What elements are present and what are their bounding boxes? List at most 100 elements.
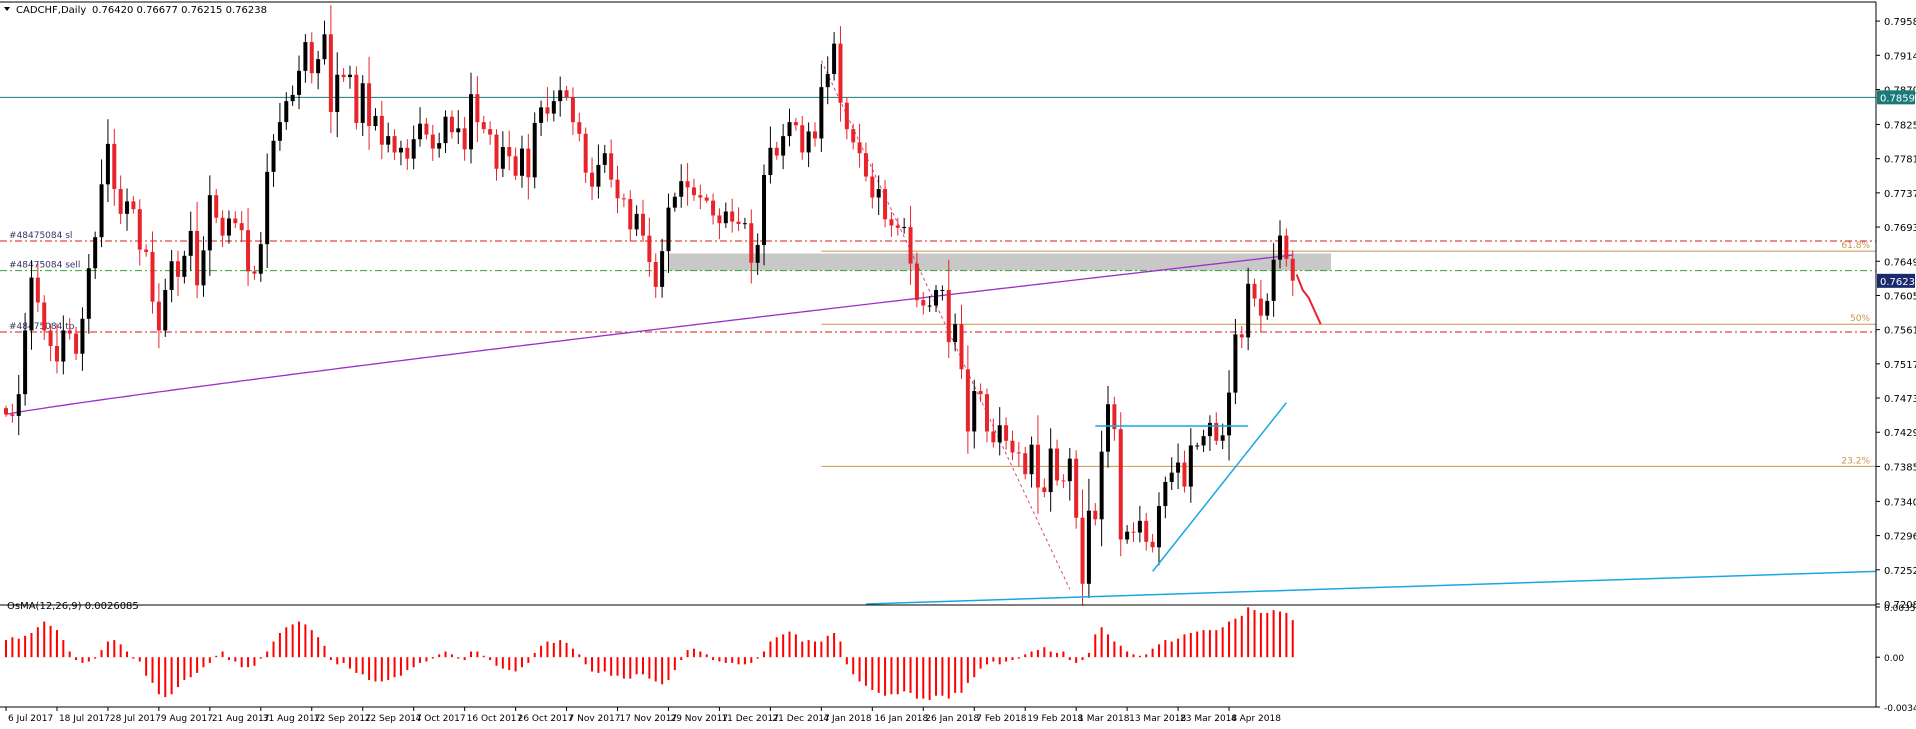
candle-body[interactable]: [1080, 517, 1085, 584]
supply-zone[interactable]: [668, 253, 1331, 271]
candle-body[interactable]: [449, 116, 454, 133]
candle-body[interactable]: [290, 94, 295, 102]
candle-body[interactable]: [1258, 298, 1263, 316]
candle-body[interactable]: [430, 134, 435, 149]
candle-body[interactable]: [946, 290, 951, 343]
candle-body[interactable]: [1220, 435, 1225, 441]
candle-body[interactable]: [1195, 445, 1200, 447]
candle-body[interactable]: [844, 102, 849, 130]
candle-body[interactable]: [832, 43, 837, 74]
candle-body[interactable]: [335, 74, 340, 113]
candle-body[interactable]: [252, 271, 257, 274]
candle-body[interactable]: [596, 164, 601, 187]
candle-body[interactable]: [1239, 334, 1244, 338]
candle-body[interactable]: [118, 188, 123, 214]
candle-body[interactable]: [717, 215, 722, 224]
candle-body[interactable]: [1176, 462, 1181, 473]
candle-body[interactable]: [347, 74, 352, 78]
candle-body[interactable]: [481, 122, 486, 130]
candle-body[interactable]: [1188, 445, 1193, 487]
candle-body[interactable]: [258, 244, 263, 274]
candle-body[interactable]: [99, 184, 104, 238]
candle-body[interactable]: [42, 302, 47, 331]
candle-body[interactable]: [628, 199, 633, 230]
candle-body[interactable]: [112, 143, 117, 189]
candle-body[interactable]: [679, 181, 684, 197]
candle-body[interactable]: [265, 171, 270, 245]
candle-body[interactable]: [48, 330, 53, 346]
candle-body[interactable]: [1246, 283, 1251, 338]
candle-body[interactable]: [418, 123, 423, 140]
candle-body[interactable]: [54, 345, 59, 362]
candle-body[interactable]: [965, 369, 970, 432]
candle-body[interactable]: [163, 290, 168, 331]
candle-body[interactable]: [1023, 453, 1028, 475]
candle-body[interactable]: [35, 277, 40, 303]
candle-body[interactable]: [838, 43, 843, 103]
candle-body[interactable]: [462, 128, 467, 150]
candle-body[interactable]: [1125, 531, 1130, 540]
candle-body[interactable]: [863, 153, 868, 177]
candle-body[interactable]: [10, 414, 15, 416]
candle-body[interactable]: [188, 230, 193, 256]
candle-body[interactable]: [424, 123, 429, 135]
candle-body[interactable]: [297, 70, 302, 95]
candle-body[interactable]: [723, 211, 728, 224]
candle-body[interactable]: [812, 131, 817, 139]
candle-body[interactable]: [800, 125, 805, 153]
price-line-box[interactable]: [1877, 90, 1915, 105]
candle-body[interactable]: [303, 42, 308, 71]
candle-body[interactable]: [1055, 448, 1060, 481]
candle-body[interactable]: [1182, 462, 1187, 487]
candle-body[interactable]: [316, 59, 321, 74]
candle-body[interactable]: [698, 195, 703, 198]
candle-body[interactable]: [927, 305, 932, 307]
candle-body[interactable]: [1163, 481, 1168, 507]
candle-body[interactable]: [991, 431, 996, 443]
moving-average-line[interactable]: [5, 254, 1293, 416]
candle-body[interactable]: [590, 172, 595, 187]
candle-body[interactable]: [354, 74, 359, 123]
candle-body[interactable]: [1029, 444, 1034, 475]
collapse-arrow-icon[interactable]: [4, 7, 10, 11]
candle-body[interactable]: [386, 136, 391, 145]
candle-body[interactable]: [1150, 541, 1155, 548]
candle-body[interactable]: [876, 188, 881, 198]
candle-body[interactable]: [749, 223, 754, 263]
candle-body[interactable]: [781, 136, 786, 156]
projection-path[interactable]: [1295, 274, 1322, 325]
candle-body[interactable]: [825, 73, 830, 88]
candle-body[interactable]: [1048, 448, 1053, 493]
current-price-box[interactable]: [1877, 273, 1915, 288]
candle-body[interactable]: [672, 196, 677, 208]
candle-body[interactable]: [322, 34, 327, 60]
candle-body[interactable]: [144, 249, 149, 252]
candle-body[interactable]: [519, 148, 524, 176]
candle-body[interactable]: [736, 221, 741, 224]
candle-body[interactable]: [704, 197, 709, 201]
candle-body[interactable]: [1106, 404, 1111, 452]
candle-body[interactable]: [634, 213, 639, 230]
candle-body[interactable]: [997, 425, 1002, 443]
candle-body[interactable]: [246, 230, 251, 272]
candle-body[interactable]: [851, 129, 856, 143]
candle-body[interactable]: [774, 147, 779, 156]
candle-body[interactable]: [513, 156, 518, 176]
candle-body[interactable]: [564, 90, 569, 98]
candle-body[interactable]: [373, 115, 378, 127]
candle-body[interactable]: [551, 101, 556, 114]
candle-body[interactable]: [806, 131, 811, 153]
candle-body[interactable]: [156, 301, 161, 331]
candle-body[interactable]: [411, 139, 416, 159]
candle-body[interactable]: [220, 217, 225, 236]
candle-body[interactable]: [1086, 510, 1091, 584]
candle-body[interactable]: [500, 147, 505, 169]
candle-body[interactable]: [67, 330, 72, 334]
candle-body[interactable]: [367, 83, 372, 127]
candle-body[interactable]: [755, 244, 760, 263]
candle-body[interactable]: [972, 391, 977, 432]
candle-body[interactable]: [137, 209, 142, 250]
candle-body[interactable]: [953, 324, 958, 343]
candle-body[interactable]: [169, 261, 174, 291]
candle-body[interactable]: [175, 261, 180, 277]
